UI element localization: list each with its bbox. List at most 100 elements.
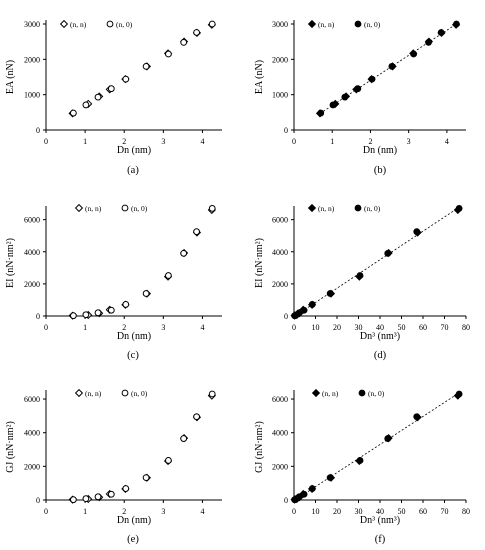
x-tick-label: 20: [333, 323, 341, 332]
data-point: [193, 413, 200, 421]
y-tick-label: 4000: [24, 248, 40, 257]
legend-marker: [358, 389, 366, 397]
legend-label: (n, 0): [364, 204, 381, 213]
x-tick-label: 3: [161, 507, 165, 516]
data-point: [208, 20, 216, 28]
data-point: [437, 29, 445, 36]
data-point: [107, 85, 115, 93]
legend-label: (n, 0): [368, 389, 385, 398]
x-tick-label: 10: [312, 323, 320, 332]
x-tick-label: 0: [44, 323, 48, 332]
series-1: [69, 204, 216, 320]
x-tick-label: 4: [200, 137, 204, 146]
data-point: [413, 413, 421, 421]
legend-marker: [311, 388, 321, 398]
data-point: [455, 390, 463, 398]
data-point: [69, 312, 77, 320]
data-point: [410, 50, 418, 58]
y-tick-label: 6000: [272, 216, 288, 225]
x-tick-label: 40: [376, 507, 384, 516]
series-1: [317, 20, 460, 117]
y-tick-label: 0: [284, 312, 288, 321]
x-tick-label: 50: [398, 323, 406, 332]
legend-label: (n, n): [85, 204, 102, 213]
data-point: [208, 204, 216, 212]
panel-label: (a): [127, 165, 139, 176]
y-tick-label: 6000: [272, 395, 288, 404]
data-point: [82, 101, 90, 109]
chart-panel-3: 0 10 20 30 40 50 60 70 80 0 2000 4000 6000 Dn³ (nm³) E…: [254, 203, 470, 361]
x-tick-label: 1: [83, 323, 87, 332]
x-tick-label: 2: [368, 137, 372, 146]
legend-label: (n, n): [318, 204, 335, 213]
data-point: [455, 204, 463, 212]
x-tick-label: 4: [200, 507, 204, 516]
x-tick-label: 1: [83, 507, 87, 516]
x-axis-label: Dn³ (nm³): [360, 515, 400, 526]
y-tick-label: 4000: [24, 429, 40, 438]
data-point: [107, 490, 115, 498]
data-point: [425, 38, 432, 46]
x-tick-label: 0: [292, 323, 296, 332]
y-tick-label: 4000: [272, 248, 288, 257]
series-1: [291, 390, 463, 504]
data-point: [82, 495, 90, 503]
y-tick-label: 2000: [272, 462, 288, 471]
data-point: [368, 75, 376, 83]
x-tick-label: 2: [122, 323, 126, 332]
legend-label: (n, 0): [131, 389, 148, 398]
y-axis-label: EI (nN·nm²): [5, 238, 16, 288]
x-tick-label: 0: [292, 507, 296, 516]
x-tick-label: 40: [376, 323, 384, 332]
y-tick-label: 0: [36, 126, 40, 135]
panel-label: (e): [127, 534, 139, 545]
x-tick-label: 0: [44, 507, 48, 516]
data-point: [180, 435, 188, 442]
legend-marker: [307, 19, 317, 29]
x-tick-label: 0: [44, 137, 48, 146]
legend-label: (n, n): [318, 20, 335, 29]
y-tick-label: 2000: [24, 55, 40, 64]
data-point: [193, 228, 200, 236]
data-point: [94, 493, 102, 501]
series-0: [290, 205, 462, 320]
y-tick-label: 0: [284, 126, 288, 135]
y-axis-label: GJ (nN·nm²): [5, 421, 16, 473]
series-0: [68, 205, 216, 320]
data-point: [82, 311, 90, 319]
y-axis-label: EI (nN·nm²): [254, 238, 265, 288]
data-point: [142, 474, 150, 482]
x-tick-label: 70: [441, 323, 449, 332]
legend-marker: [121, 389, 129, 397]
x-tick-label: 2: [122, 507, 126, 516]
legend-marker: [354, 20, 362, 28]
legend-label: (n, n): [85, 389, 102, 398]
data-point: [300, 306, 308, 314]
chart-panel-0: 0 1 2 3 4 0 1000 2000 3000 Dn (nm) EA (nN) (n, n) (n…: [5, 19, 222, 176]
series-1: [69, 390, 216, 504]
data-point: [329, 101, 337, 109]
data-point: [122, 75, 130, 83]
fit-line: [294, 392, 460, 501]
legend-label: (n, n): [322, 389, 339, 398]
y-axis-label: EA (nN): [254, 60, 265, 94]
y-tick-label: 0: [284, 496, 288, 505]
data-point: [94, 93, 102, 101]
x-tick-label: 60: [419, 323, 427, 332]
chart-panel-5: 0 10 20 30 40 50 60 70 80 0 2000 4000 6000 Dn³ (nm³) G…: [254, 388, 470, 545]
y-tick-label: 3000: [24, 20, 40, 29]
data-point: [317, 109, 325, 117]
data-point: [384, 249, 392, 257]
data-point: [180, 249, 188, 257]
data-point: [326, 474, 334, 482]
series-1: [69, 20, 216, 117]
legend-label: (n, 0): [116, 20, 133, 29]
x-tick-label: 70: [441, 507, 449, 516]
y-tick-label: 2000: [272, 55, 288, 64]
x-tick-label: 30: [355, 323, 363, 332]
data-point: [69, 496, 77, 504]
y-tick-label: 1000: [272, 91, 288, 100]
series-1: [291, 204, 463, 320]
data-point: [326, 290, 334, 297]
x-tick-label: 1: [330, 137, 334, 146]
